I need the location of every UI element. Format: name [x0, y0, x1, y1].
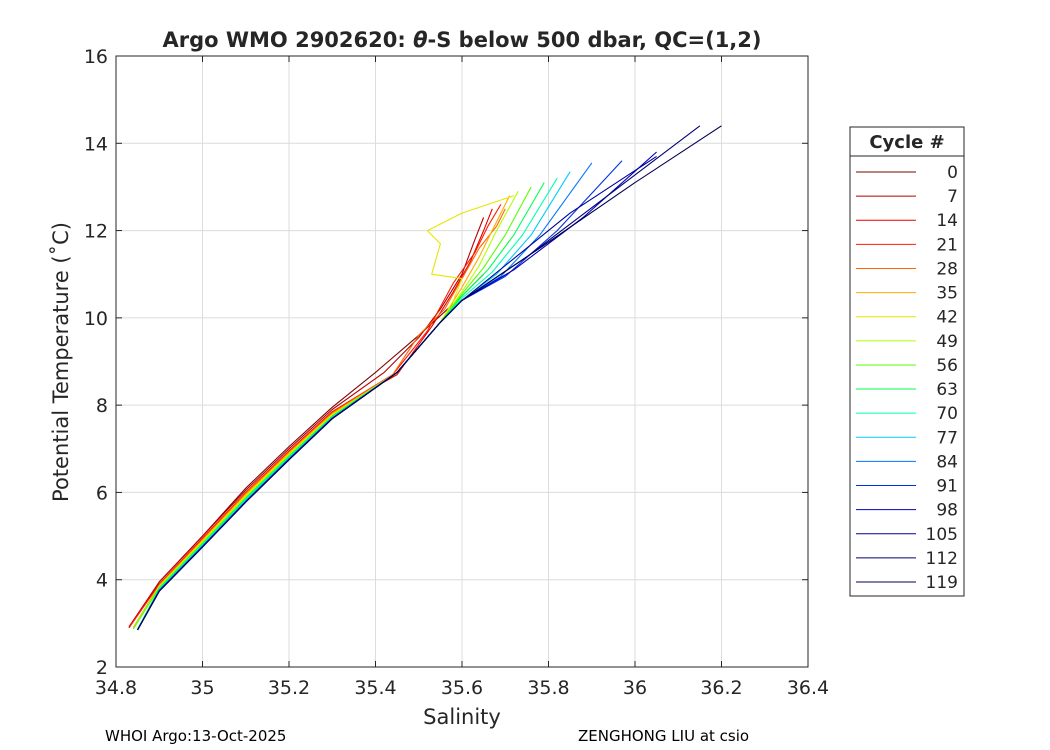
- x-axis-label: Salinity: [423, 705, 501, 729]
- x-tick-label: 35.4: [354, 677, 396, 699]
- y-tick-label: 12: [84, 221, 108, 243]
- y-tick-label: 2: [96, 657, 108, 679]
- legend-label-cycle-49: 49: [936, 332, 958, 352]
- footer-left: WHOI Argo:13-Oct-2025: [105, 727, 286, 745]
- legend-label-cycle-77: 77: [936, 428, 958, 448]
- x-tick-label: 35.6: [441, 677, 483, 699]
- y-tick-label: 10: [84, 308, 108, 330]
- y-axis-label: Potential Temperature (˚C): [49, 222, 73, 502]
- footer-right: ZENGHONG LIU at csio: [578, 727, 749, 745]
- legend-label-cycle-112: 112: [926, 549, 958, 569]
- x-tick-label: 35: [190, 677, 214, 699]
- series-line-cycle-119: [137, 125, 722, 631]
- legend-label-cycle-98: 98: [936, 501, 958, 521]
- legend-label-cycle-14: 14: [936, 211, 958, 231]
- x-tick-label: 34.8: [95, 677, 137, 699]
- chart-title: Argo WMO 2902620: θ-S below 500 dbar, QC…: [162, 28, 761, 52]
- legend-label-cycle-21: 21: [936, 235, 958, 255]
- legend-label-cycle-63: 63: [936, 380, 958, 400]
- y-tick-label: 6: [96, 482, 108, 504]
- legend-box: [849, 126, 965, 597]
- y-tick-label: 16: [84, 46, 108, 68]
- legend-label-cycle-91: 91: [936, 477, 958, 497]
- x-tick-label: 36: [623, 677, 647, 699]
- legend-label-cycle-28: 28: [936, 259, 958, 279]
- y-tick-label: 4: [96, 570, 108, 592]
- legend-entries: 0 7 14 21 28 35 42 49 56 63 70 77 84 91 98 105 112 119: [856, 163, 958, 593]
- data-series: [128, 125, 722, 631]
- x-tick-label: 36.4: [787, 677, 829, 699]
- x-tick-label: 35.8: [527, 677, 569, 699]
- x-tick-label: 35.2: [268, 677, 310, 699]
- legend-label-cycle-35: 35: [936, 284, 958, 304]
- x-tick-label: 36.2: [700, 677, 742, 699]
- legend-label-cycle-0: 0: [947, 163, 958, 183]
- legend-label-cycle-42: 42: [936, 308, 958, 328]
- legend-label-cycle-119: 119: [926, 573, 958, 593]
- y-tick-label: 14: [84, 133, 108, 155]
- legend-label-cycle-56: 56: [936, 356, 958, 376]
- legend-label-cycle-84: 84: [936, 452, 958, 472]
- legend-label-cycle-105: 105: [926, 525, 958, 545]
- legend-label-cycle-7: 7: [947, 187, 958, 207]
- y-tick-label: 8: [96, 395, 108, 417]
- grid-lines: [116, 56, 808, 667]
- legend-label-cycle-70: 70: [936, 404, 958, 424]
- legend: Cycle # 0 7 14 21 28 35 42 49 56 63 70 77 84 91 98 105 1…: [849, 126, 965, 597]
- legend-title: Cycle #: [869, 132, 944, 153]
- axis-ticks: 34.8 35 35.2 35.4 35.6 35.8 36 36.2 36.4 2 4 6 8 10 12…: [84, 46, 829, 699]
